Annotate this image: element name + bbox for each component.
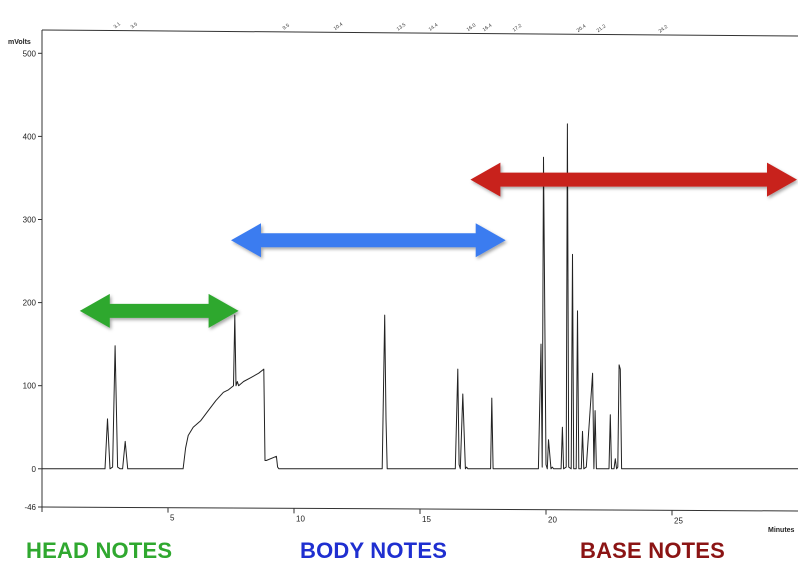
y-tick-label: 0 [32, 465, 37, 474]
peak-label: 16.4 [482, 23, 494, 34]
note-range-arrows [79, 162, 797, 328]
chromatogram-chart: -46 0 100 200 300 400 500 5 10 15 20 25 3.1 3.5 9.5 1… [8, 21, 798, 534]
chromatogram-trace-group [42, 123, 798, 470]
body-notes-label: BODY NOTES [300, 538, 448, 563]
base-notes-label: BASE NOTES [580, 538, 726, 563]
y-tick-label: 300 [23, 215, 37, 224]
peak-label: 17.2 [512, 23, 524, 34]
x-tick-label: 20 [548, 516, 557, 525]
x-axis-label: Minutes [768, 527, 795, 534]
peak-label: 3.5 [130, 21, 139, 30]
head-notes-label: HEAD NOTES [26, 538, 173, 563]
x-tick-label: 15 [422, 515, 431, 524]
peak-label: 21.2 [596, 23, 608, 34]
x-tick-label: 10 [296, 514, 305, 523]
peak-labels: 3.1 3.5 9.5 10.4 13.5 14.4 16.0 16.4 17.2 20.4 21.… [113, 21, 670, 34]
peak-label: 24.2 [658, 24, 670, 35]
x-tick-label: 25 [674, 516, 683, 525]
peak-label: 9.5 [282, 23, 291, 32]
peak-label: 13.5 [396, 22, 408, 33]
y-tick-label: 100 [23, 382, 37, 391]
y-tick-label: 400 [23, 132, 37, 141]
body-notes-arrow [231, 223, 506, 258]
y-tick-label: -46 [24, 503, 36, 512]
x-tick-label: 5 [170, 514, 175, 523]
y-axis-label: mVolts [8, 39, 31, 46]
peak-label: 14.4 [428, 22, 440, 33]
chromatogram-trace [42, 123, 798, 470]
y-axis-ticks: -46 0 100 200 300 400 500 [23, 49, 42, 512]
top-border-line [41, 29, 798, 37]
peak-label: 3.1 [113, 21, 122, 30]
peak-label: 10.4 [333, 21, 345, 32]
peak-label: 16.0 [466, 22, 478, 33]
head-notes-arrow [79, 293, 239, 328]
plot-frame [41, 29, 798, 512]
y-tick-label: 200 [23, 299, 37, 308]
x-axis-ticks: 5 10 15 20 25 [167, 507, 683, 525]
peak-label: 20.4 [576, 23, 588, 34]
y-tick-label: 500 [23, 49, 37, 58]
base-notes-arrow [470, 162, 797, 197]
